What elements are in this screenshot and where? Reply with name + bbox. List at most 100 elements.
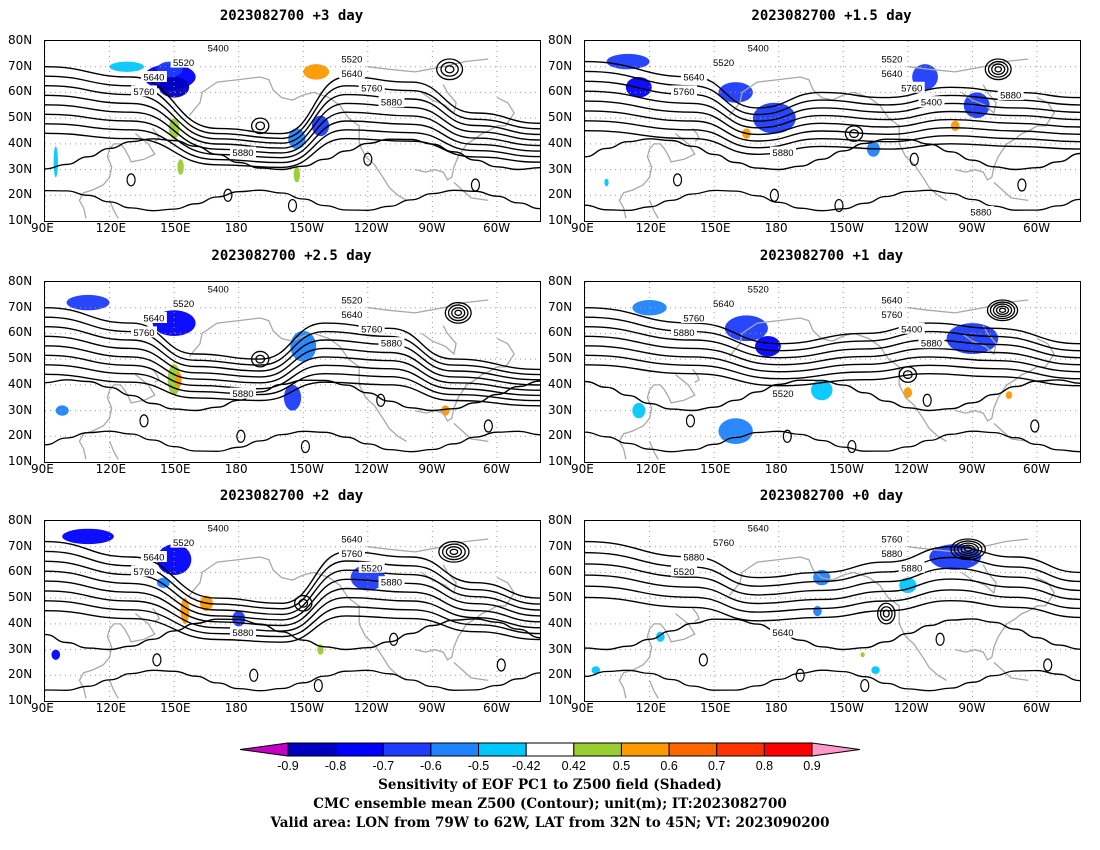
sensitivity-shade xyxy=(51,649,61,660)
contour-ring xyxy=(436,58,464,81)
contour-line xyxy=(45,379,540,412)
contour-label: 5760 xyxy=(133,567,154,578)
contour-ring xyxy=(298,598,309,608)
sensitivity-shade xyxy=(871,666,880,674)
contour-label-bg xyxy=(671,326,697,338)
contour-ring xyxy=(250,350,270,368)
colorbar-tick-label: 0.8 xyxy=(756,759,773,773)
contour-label-bg xyxy=(230,626,256,638)
contour-label-bg xyxy=(710,297,737,309)
lon-tick-label: 60W xyxy=(482,221,511,235)
contour-ring xyxy=(294,594,313,612)
colorbar-tick-label: -0.6 xyxy=(420,759,442,773)
contour-ring xyxy=(995,305,1010,316)
contour-line xyxy=(45,540,540,605)
contour-ring xyxy=(991,63,1006,76)
colorbar-tick-label: 0.42 xyxy=(562,759,586,773)
lat-tick-label: 30N xyxy=(8,402,33,417)
lon-tick-label: 120W xyxy=(893,462,929,476)
contour-line xyxy=(45,123,540,164)
contour-label: 5520 xyxy=(713,58,734,69)
contour-line xyxy=(585,100,1080,136)
lon-tick-label: 120W xyxy=(893,701,929,715)
lon-tick-label: 90W xyxy=(418,221,446,235)
lat-tick-label: 70N xyxy=(548,58,573,73)
contour-ring xyxy=(470,178,481,192)
map-area: 5400 5520 5640 5760 5880 5640 5760 5520 5880 xyxy=(44,520,541,702)
contour-label: 5400 xyxy=(921,98,942,109)
contour-line xyxy=(585,596,1080,622)
lon-tick-label: 120W xyxy=(353,701,389,715)
colorbar-tick-label: -0.9 xyxy=(277,759,299,773)
contour-label-bg xyxy=(358,322,385,334)
lat-tick-label: 20N xyxy=(8,667,33,682)
lat-tick-label: 70N xyxy=(548,299,573,314)
contour-ring xyxy=(984,58,1012,81)
contour-label: 5520 xyxy=(173,538,194,549)
contour-line xyxy=(45,335,540,386)
sensitivity-shade xyxy=(55,405,69,416)
sensitivity-shade xyxy=(62,528,114,545)
contour-line xyxy=(585,138,1080,171)
contour-ring xyxy=(1043,658,1053,672)
contour-ring xyxy=(447,304,469,322)
contour-label: 5520 xyxy=(881,55,902,66)
contour-ring xyxy=(496,658,506,672)
contour-ring xyxy=(444,301,472,324)
contour-ring xyxy=(223,188,233,202)
lat-tick-label: 20N xyxy=(548,667,573,682)
contour-ring xyxy=(255,121,266,131)
coastline xyxy=(728,76,947,201)
contour-label: 5760 xyxy=(133,328,154,339)
coastline xyxy=(993,181,1029,202)
contour-label: 5760 xyxy=(361,324,382,335)
coastline xyxy=(453,661,489,682)
colorbar: -0.9 -0.8 -0.7 -0.6 -0.5 -0.42 0.42 0.5 0.6 0.7 0.… xyxy=(239,740,861,775)
caption-line-3: Valid area: LON from 79W to 62W, LAT fro… xyxy=(270,815,830,831)
lat-tick-label: 80N xyxy=(8,274,33,288)
contour-line xyxy=(45,113,540,159)
contour-ring xyxy=(440,61,459,77)
sensitivity-shade xyxy=(724,315,768,342)
lat-tick-label: 70N xyxy=(8,299,33,314)
contour-label-bg xyxy=(338,547,365,559)
lon-tick-label: 150W xyxy=(289,221,325,235)
contour-ring xyxy=(957,542,980,557)
contour-label: 5520 xyxy=(341,296,362,307)
coastline xyxy=(907,538,1029,553)
contour-label-bg xyxy=(378,96,405,108)
contour-label: 5640 xyxy=(143,553,164,564)
contour-label-bg xyxy=(378,337,405,349)
contour-label: 5880 xyxy=(901,563,922,574)
contour-label: 5640 xyxy=(143,73,164,84)
contour-line xyxy=(45,618,540,651)
lat-tick-label: 50N xyxy=(548,351,573,366)
contour-label: 5880 xyxy=(881,549,902,560)
sensitivity-shade xyxy=(66,294,110,311)
contour-label: 5400 xyxy=(208,44,229,55)
sensitivity-shade xyxy=(950,120,960,131)
contour-ring xyxy=(249,668,259,682)
contour-label-bg xyxy=(898,322,925,334)
lon-tick-label: 180 xyxy=(764,221,788,235)
lon-tick-label: 90W xyxy=(958,701,986,715)
lat-tick-label: 80N xyxy=(548,33,573,47)
contour-label: 5880 xyxy=(921,339,942,350)
contour-ring xyxy=(441,543,466,561)
contour-line xyxy=(45,580,540,627)
contour-line xyxy=(45,610,540,643)
lon-tick-label: 180 xyxy=(224,221,248,235)
sensitivity-shade xyxy=(303,64,330,80)
sensitivity-shade xyxy=(632,402,646,419)
contour-ring xyxy=(445,546,463,558)
sensitivity-shade xyxy=(810,379,833,401)
map-svg: 5400 5520 5640 5760 5880 5520 5640 5760 5880 xyxy=(45,282,540,462)
contour-line xyxy=(585,574,1080,605)
contour-ring xyxy=(909,152,919,166)
colorbar-swatch xyxy=(335,742,384,757)
coastline xyxy=(728,556,947,681)
contour-ring xyxy=(847,439,857,454)
contour-ring xyxy=(963,546,973,552)
contour-label-bg xyxy=(140,312,167,323)
map-area: 5400 5520 5640 5760 5880 5520 5640 5760 5880 xyxy=(44,40,541,222)
